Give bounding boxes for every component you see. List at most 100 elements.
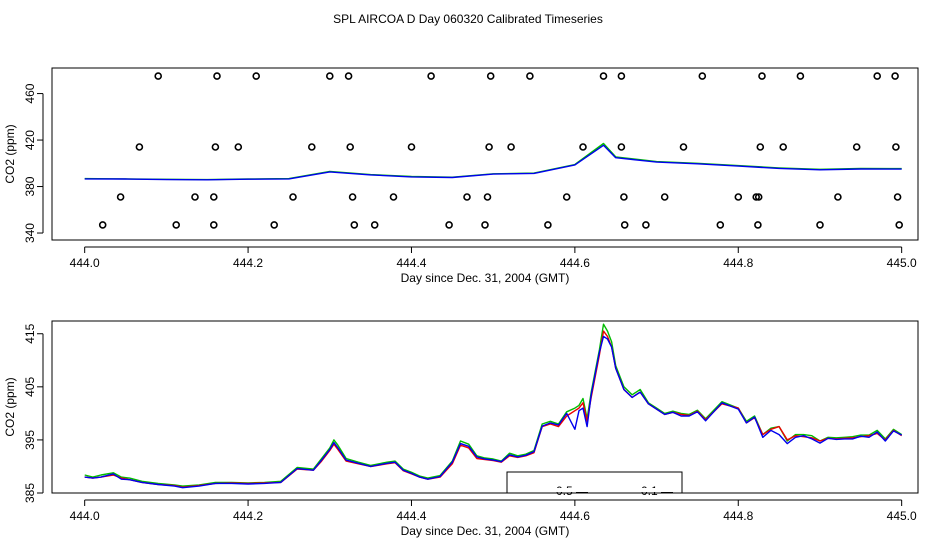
top-x-tick-label: 444.8: [723, 256, 753, 270]
calibration-point: [346, 143, 355, 151]
top-y-tick-label: 420: [23, 130, 37, 150]
bottom-series-red: [84, 330, 903, 488]
top-x-tick-label: 444.4: [396, 256, 426, 270]
calibration-point: [407, 143, 416, 151]
top-y-tick-label: 460: [23, 83, 37, 103]
calibration-point: [210, 221, 218, 229]
calibration-point: [716, 221, 725, 229]
calibration-point: [620, 193, 628, 201]
top-x-axis: 444.0 444.2 444.4 444.6 444.8 445.0: [70, 246, 917, 270]
top-plot-frame: [51, 67, 919, 241]
bottom-x-axis-label: Day since Dec. 31, 2004 (GMT): [401, 524, 570, 538]
calibration-point: [481, 221, 489, 229]
top-y-tick-label: 380: [23, 176, 37, 196]
bottom-x-tick-label: 444.4: [396, 509, 426, 523]
bottom-y-tick-label: 415: [23, 323, 37, 343]
top-x-tick-label: 445.0: [887, 256, 917, 270]
top-x-tick-label: 444.2: [233, 256, 263, 270]
calibration-point: [562, 193, 571, 201]
bottom-y-axis: 385 395 405 415: [23, 323, 44, 503]
top-x-axis-label: Day since Dec. 31, 2004 (GMT): [401, 271, 570, 285]
bottom-y-tick-label: 385: [23, 483, 37, 503]
bottom-series-green: [84, 323, 903, 487]
calibration-point: [620, 221, 629, 229]
calibration-point: [307, 143, 316, 151]
top-y-axis: 340 380 420 460: [23, 83, 44, 243]
calibration-point: [758, 72, 766, 80]
calibration-point: [350, 221, 359, 229]
calibration-point: [796, 72, 805, 80]
bottom-x-tick-label: 445.0: [887, 509, 917, 523]
calibration-point: [483, 193, 492, 201]
top-panel: 444.0 444.2 444.4 444.6 444.8 445.0 340 380 420…: [3, 67, 919, 285]
calibration-point: [211, 143, 220, 151]
top-y-tick-label: 340: [23, 223, 37, 243]
calibration-point: [752, 193, 761, 201]
calibration-point: [873, 72, 882, 80]
calibration-point: [445, 221, 453, 229]
top-series-lines: [84, 142, 902, 181]
calibration-point: [234, 143, 243, 151]
calibration-point: [270, 221, 279, 229]
calibration-point: [507, 143, 515, 151]
calibration-point: [834, 193, 842, 201]
calibration-point: [252, 72, 261, 80]
calibration-point: [895, 221, 904, 229]
calibration-point: [816, 221, 824, 229]
calibration-point: [779, 143, 788, 151]
calibration-point: [325, 72, 334, 80]
calibration-point: [463, 193, 471, 201]
bottom-y-axis-label: CO2 (ppm): [3, 377, 17, 436]
calibration-point: [579, 143, 587, 151]
calibration-point: [344, 72, 353, 80]
bottom-x-axis: 444.0 444.2 444.4 444.6 444.8 445.0: [70, 499, 917, 523]
calibration-point: [679, 143, 688, 151]
calibration-point: [526, 72, 534, 80]
calibration-point: [427, 72, 435, 80]
calibration-point: [98, 221, 107, 229]
calibration-point: [370, 221, 379, 229]
calibration-point: [116, 193, 125, 201]
legend-fragment: 0.5 — 0.1 —: [506, 471, 683, 498]
bottom-plot-frame: [51, 320, 919, 494]
top-x-tick-label: 444.0: [70, 256, 100, 270]
bottom-series-lines: [84, 323, 903, 489]
calibration-point: [852, 143, 861, 151]
bottom-x-tick-label: 444.0: [70, 509, 100, 523]
bottom-series-blue: [84, 335, 903, 489]
bottom-x-tick-label: 444.8: [723, 509, 753, 523]
calibration-point: [754, 193, 763, 201]
calibration-point: [642, 221, 650, 229]
calibration-point: [289, 193, 297, 201]
calibration-point: [660, 193, 669, 201]
calibration-point: [893, 193, 902, 201]
bottom-y-tick-label: 395: [23, 430, 37, 450]
calibration-point: [486, 72, 495, 80]
bottom-x-tick-label: 444.2: [233, 509, 263, 523]
bottom-y-tick-label: 405: [23, 376, 37, 396]
calibration-point: [210, 193, 218, 201]
calibration-point: [485, 143, 493, 151]
calibration-point: [172, 221, 180, 229]
calibration-point: [756, 143, 765, 151]
calibration-point: [154, 72, 162, 80]
bottom-panel: 444.0 444.2 444.4 444.6 444.8 445.0 385 395 405…: [3, 320, 919, 538]
calibration-point: [135, 143, 144, 151]
top-y-axis-label: CO2 (ppm): [3, 124, 17, 183]
calibration-point: [599, 72, 608, 80]
calibration-point: [891, 72, 899, 80]
calibration-point: [617, 72, 626, 80]
calibration-point: [389, 193, 398, 201]
calibration-point: [213, 72, 221, 80]
chart-title: SPL AIRCOA D Day 060320 Calibrated Times…: [333, 12, 603, 26]
legend-clip-cover: [508, 488, 681, 492]
calibration-point: [698, 72, 707, 80]
top-calibration-points: [98, 72, 904, 229]
bottom-x-tick-label: 444.6: [560, 509, 590, 523]
calibration-point: [892, 143, 900, 151]
calibration-point: [348, 193, 357, 201]
legend-box: [506, 471, 683, 494]
calibration-point: [734, 193, 743, 201]
calibration-point: [191, 193, 199, 201]
